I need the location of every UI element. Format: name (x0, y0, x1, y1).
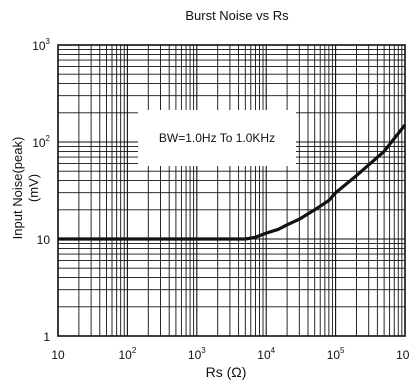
x-tick-label: 105 (327, 346, 345, 362)
y-tick-labels: 1 10 102 103 (32, 37, 50, 344)
y-tick-label: 1 (43, 330, 50, 344)
chart-title: Burst Noise vs Rs (185, 8, 289, 23)
y-tick-label: 103 (32, 37, 50, 53)
y-axis-label-line2: (mV) (26, 174, 41, 202)
x-tick-label: 103 (188, 346, 206, 362)
x-tick-label: 10 (51, 348, 65, 362)
x-tick-label: 106 (396, 346, 409, 362)
x-axis-label: Rs (Ω) (206, 364, 247, 380)
y-tick-label: 10 (37, 233, 51, 247)
plot-grid (57, 45, 405, 337)
y-tick-label: 102 (32, 134, 50, 150)
series-line (58, 123, 407, 241)
annotation-box (138, 110, 296, 166)
series-group (58, 123, 407, 241)
x-tick-label: 104 (257, 346, 275, 362)
plot-frame (57, 44, 406, 337)
annotation-text: BW=1.0Hz To 1.0KHz (159, 131, 275, 145)
x-tick-labels: 10 102 103 104 105 106 (51, 346, 409, 362)
y-axis-label-line1: Input Noise(peak) (10, 137, 25, 240)
x-tick-label: 102 (118, 346, 136, 362)
